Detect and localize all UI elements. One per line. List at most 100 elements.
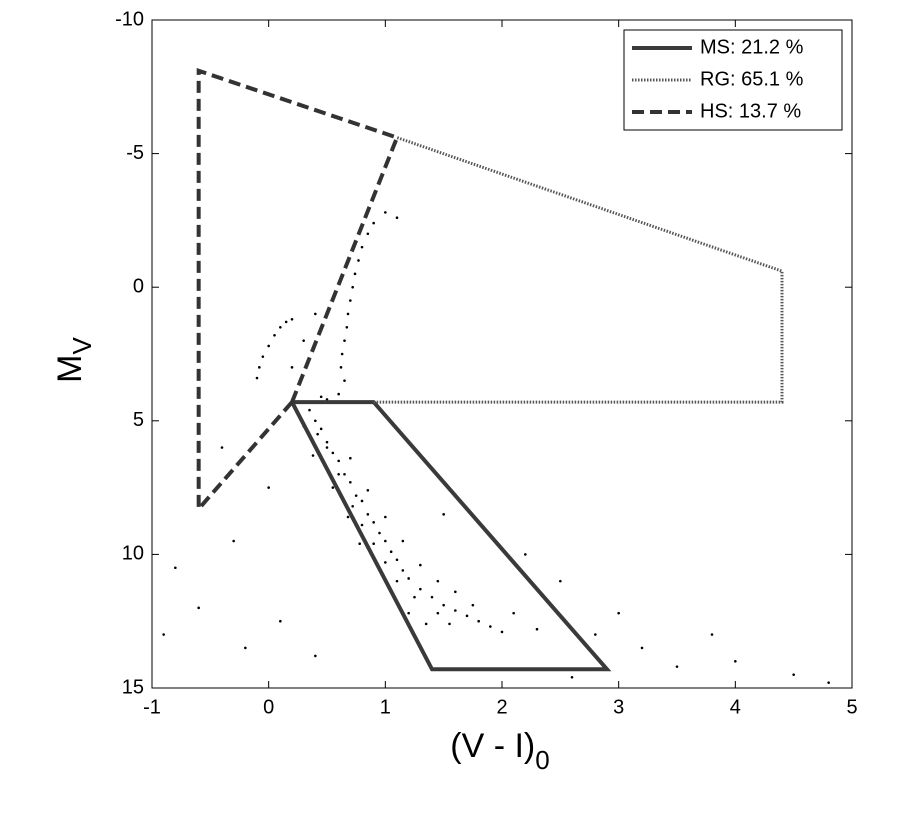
y-axis-label-main: M <box>51 355 89 383</box>
star-point <box>792 673 795 676</box>
star-point <box>340 352 344 356</box>
star-point <box>279 619 282 623</box>
x-tick-label: 1 <box>380 696 391 718</box>
star-point <box>325 446 329 449</box>
star-point <box>314 654 317 658</box>
star-point <box>316 432 319 436</box>
y-tick-label: 15 <box>122 676 144 698</box>
star-point <box>244 646 247 650</box>
star-point <box>197 606 200 610</box>
star-point <box>343 472 346 476</box>
star-point <box>174 566 177 570</box>
star-point <box>346 312 350 316</box>
star-point <box>351 285 354 289</box>
y-tick-label: 5 <box>133 409 144 431</box>
star-point <box>366 513 370 516</box>
star-point <box>640 646 644 650</box>
star-point <box>325 398 329 401</box>
star-point <box>477 619 480 623</box>
star-point <box>314 419 317 423</box>
star-point <box>389 550 393 554</box>
star-point <box>535 627 539 631</box>
y-axis-label-sub: V <box>67 337 97 355</box>
star-point <box>734 659 737 663</box>
star-point <box>279 325 282 329</box>
star-point <box>401 539 405 543</box>
star-point <box>454 590 457 594</box>
star-point <box>261 355 265 358</box>
star-point <box>162 633 165 636</box>
star-point <box>311 454 315 457</box>
x-tick-label: 3 <box>613 696 624 718</box>
star-point <box>345 325 349 329</box>
star-point <box>337 392 340 396</box>
star-point <box>346 515 350 519</box>
star-point <box>617 611 620 615</box>
star-point <box>360 499 364 503</box>
star-point <box>448 622 451 626</box>
star-point <box>454 609 457 612</box>
star-point <box>232 539 235 543</box>
star-point <box>384 515 387 519</box>
star-point <box>372 542 375 546</box>
star-point <box>675 665 679 668</box>
star-point <box>343 379 346 383</box>
plot-frame <box>151 19 853 689</box>
star-point <box>258 366 261 369</box>
star-point <box>489 625 492 628</box>
y-axis-label: MV <box>51 337 97 383</box>
y-tick-label: -5 <box>126 142 144 164</box>
legend-label: RG: 65.1 % <box>700 68 804 90</box>
legend-label: MS: 21.2 % <box>700 36 804 58</box>
star-point <box>559 579 562 583</box>
star-point <box>358 542 361 546</box>
x-axis-label: (V - I)0 <box>450 727 549 775</box>
star-point <box>360 523 364 527</box>
x-axis-label-sub: 0 <box>535 745 549 775</box>
star-point <box>524 553 527 556</box>
star-point <box>354 494 358 497</box>
star-point <box>436 579 440 583</box>
y-tick-label: 0 <box>133 275 144 297</box>
star-point <box>407 577 410 580</box>
star-point <box>465 614 469 618</box>
star-point <box>353 272 357 276</box>
star-point <box>430 595 434 599</box>
x-tick-label: 0 <box>263 696 274 718</box>
star-point <box>349 456 352 460</box>
x-tick-label: -1 <box>143 696 161 718</box>
selection-boundary <box>373 136 784 404</box>
star-point <box>325 440 329 444</box>
star-point <box>220 446 224 449</box>
star-point <box>255 376 259 380</box>
star-point <box>357 259 360 262</box>
star-point <box>343 339 346 342</box>
star-point <box>349 480 352 484</box>
star-point <box>827 681 830 684</box>
star-point <box>384 539 387 543</box>
star-point <box>471 603 475 607</box>
star-point <box>512 611 515 615</box>
star-point <box>366 488 370 492</box>
x-tick-label: 4 <box>730 696 741 718</box>
selection-boundary <box>290 400 612 672</box>
legend: MS: 21.2 % RG: 65.1 % HS: 13.7 % <box>623 29 843 131</box>
star-point <box>570 676 574 679</box>
star-point <box>710 633 714 636</box>
star-point <box>594 633 597 636</box>
star-point <box>290 366 294 369</box>
star-point <box>273 333 276 337</box>
star-point <box>413 595 416 599</box>
star-point <box>372 221 375 225</box>
y-tick-label: 10 <box>122 543 144 565</box>
star-point <box>372 521 375 524</box>
star-point <box>395 558 399 562</box>
star-point <box>319 395 323 399</box>
star-point <box>360 245 364 249</box>
star-point <box>384 561 387 564</box>
x-tick-label: 5 <box>846 696 857 718</box>
star-point <box>331 451 335 455</box>
star-point <box>395 579 399 583</box>
